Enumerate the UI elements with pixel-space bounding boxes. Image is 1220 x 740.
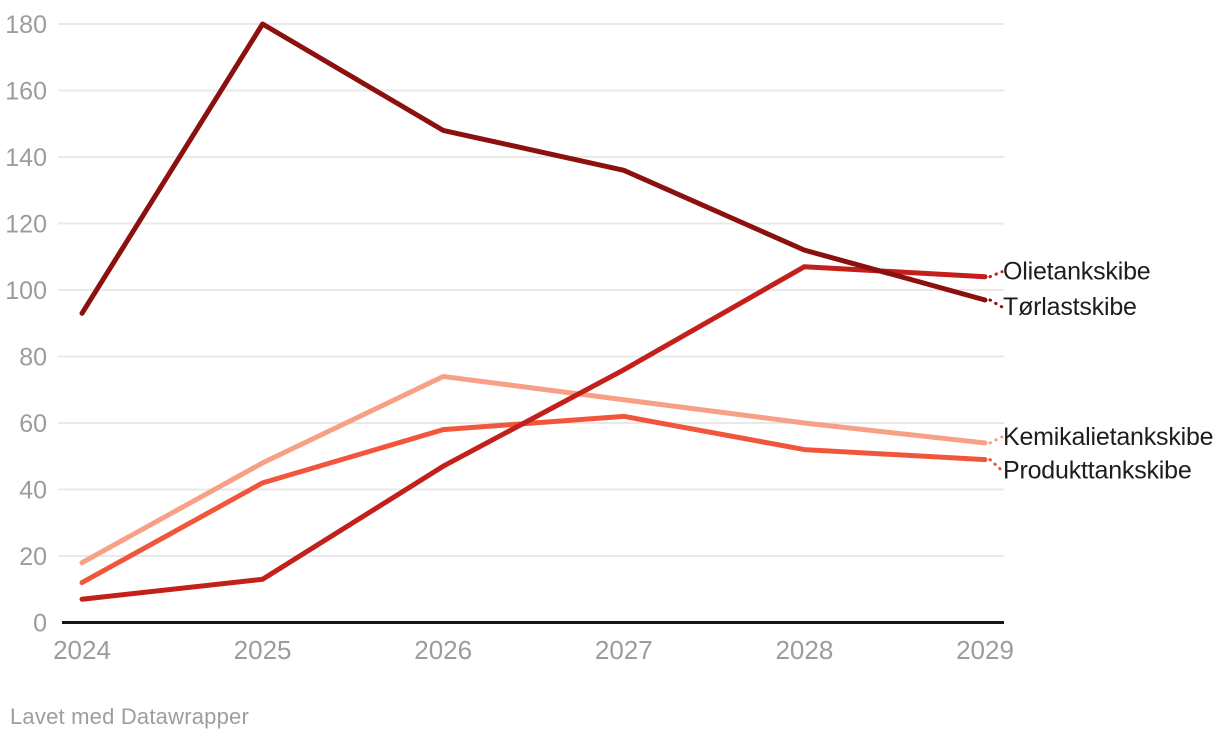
y-axis-tick-label: 40 bbox=[19, 477, 47, 505]
attribution-text: Lavet med Datawrapper bbox=[10, 704, 249, 729]
y-axis-tick-label: 160 bbox=[5, 78, 47, 106]
y-axis-tick-label: 120 bbox=[5, 211, 47, 239]
label-connector-icon bbox=[988, 458, 1004, 473]
y-axis-tick-label: 100 bbox=[5, 277, 47, 305]
y-axis-tick-label: 60 bbox=[19, 410, 47, 438]
label-connector-icon bbox=[988, 270, 1004, 279]
x-axis-tick-label: 2026 bbox=[414, 635, 472, 665]
x-axis-tick-label: 2029 bbox=[956, 635, 1014, 665]
series-line-kemikalietankskibe[interactable] bbox=[79, 373, 988, 566]
label-connector-icon bbox=[988, 298, 1004, 309]
x-axis-tick-label: 2024 bbox=[53, 635, 111, 665]
y-axis-tick-label: 20 bbox=[19, 543, 47, 571]
series-label-kemikalietankskibe: Kemikalietankskibe bbox=[1003, 423, 1213, 451]
x-axis-tick-label: 2025 bbox=[234, 635, 292, 665]
y-axis-tick-label: 0 bbox=[33, 610, 47, 638]
x-axis-tick-label: 2027 bbox=[595, 635, 653, 665]
series-line-tørlastskibe[interactable] bbox=[79, 21, 988, 316]
x-axis-tick-label: 2028 bbox=[775, 635, 833, 665]
y-axis-tick-label: 140 bbox=[5, 144, 47, 172]
series-label-tørlastskibe: Tørlastskibe bbox=[1003, 293, 1137, 321]
series-label-produkttankskibe: Produkttankskibe bbox=[1003, 457, 1192, 485]
series-line-olietankskibe[interactable] bbox=[79, 264, 988, 602]
y-axis-tick-label: 80 bbox=[19, 344, 47, 372]
line-chart: 0 20 40 60 80 100 120 140 160 180 2024 2025 2026 2027… bbox=[5, 11, 1213, 665]
series-label-olietankskibe: Olietankskibe bbox=[1003, 258, 1150, 286]
y-axis-tick-label: 180 bbox=[5, 11, 47, 39]
series-line-produkttankskibe[interactable] bbox=[79, 413, 988, 586]
label-connector-icon bbox=[988, 435, 1004, 445]
